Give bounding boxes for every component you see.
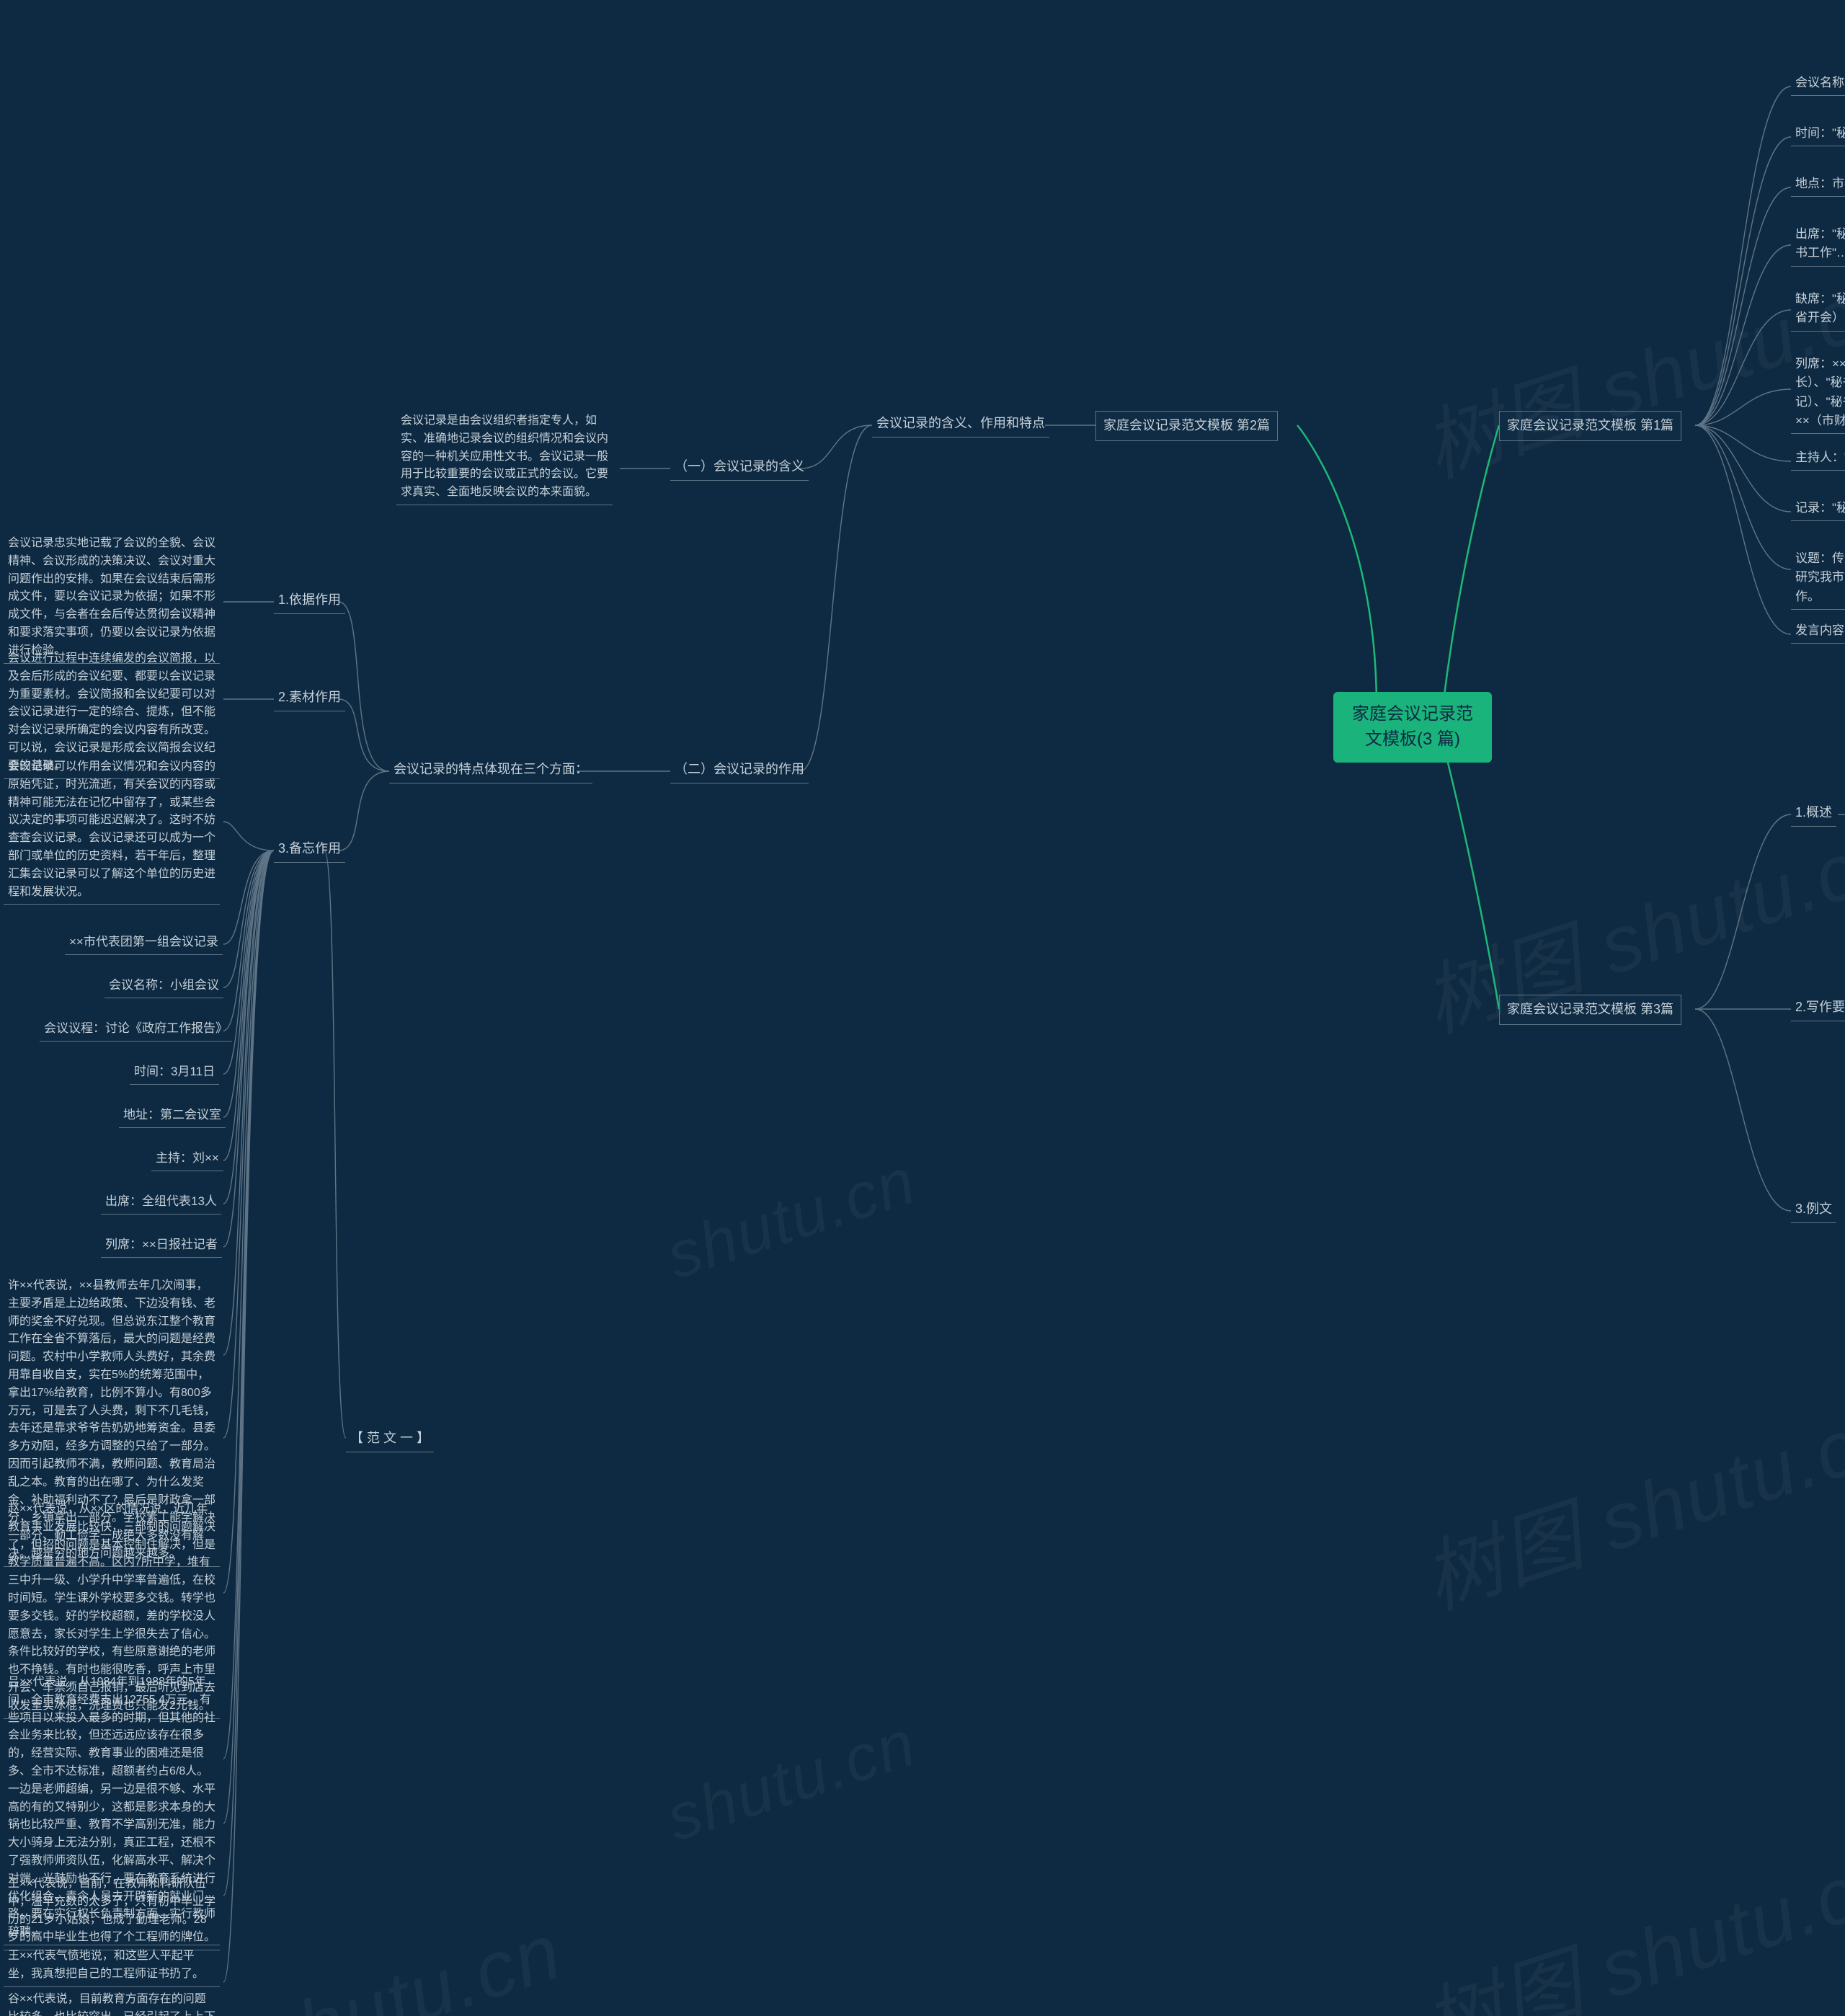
root-node[interactable]: 家庭会议记录范文模板(3 篇) [1333,692,1492,763]
branch-2[interactable]: 家庭会议记录范文模板 第2篇 [1095,411,1278,441]
branch-1[interactable]: 家庭会议记录范文模板 第1篇 [1499,411,1681,441]
b3-n3: 3.例文 [1791,1198,1836,1223]
b3-n2: 2.写作要点： [1791,996,1845,1021]
b1-item: 列席：××（主管教育工作的副市长）、"秘书工作"（教育党工委书记）、"秘书工作"… [1791,353,1845,434]
ex-para: 王××代表气愤地说，和这些人平起平坐，我真想把自己的工程师证书扔了。 [4,1946,220,1987]
b1-item: 地点：市委主楼××会议室 [1791,173,1845,197]
ex-item: 列席：××日报社记者 [101,1234,222,1258]
ex-item: 地址：第二会议室 [119,1104,226,1128]
b1-item: 发言内容、决定事项：（略） [1791,620,1845,644]
b3-n1: 1.概述 [1791,801,1836,827]
b2-topic: 会议记录的含义、作用和特点 [872,412,1049,438]
watermark: 树图 shutu.cn [1407,1815,1845,2016]
b2-r1-text: 会议记录忠实地记载了会议的全貌、会议精神、会议形成的决策决议、会议对重大问题作出… [4,533,220,664]
b1-item: 缺席："秘书工作"（因病）、××（去省开会）…… [1791,288,1845,332]
watermark: 树图 shutu.cn [1407,236,1845,499]
ex-item: 时间：3月11日 [130,1061,219,1085]
b2-r3: 3.备忘作用 [274,838,345,863]
b1-item: 主持人："秘书工作" [1791,447,1845,471]
b1-item: 记录："秘书工作" [1791,497,1845,521]
ex-header: ××市代表团第一组会议记录 [65,931,223,955]
watermark: shutu.cn [658,1144,925,1294]
b2-s2: （二）会议记录的作用 [670,758,809,783]
b2-r1: 1.依据作用 [274,589,345,614]
b2-r2: 2.素材作用 [274,686,345,711]
ex-item: 会议名称：小组会议 [105,974,223,998]
ex-para: 谷××代表说，目前教育方面存在的问题比较多、也比较突出，已经引起了上上下下的高度… [4,1989,220,2016]
ex-item: 主持：刘×× [151,1147,223,1171]
b1-item: 议题：传达省教育工作会议精神，研究我市如何贯彻、改进教育工作。 [1791,548,1845,610]
b2-s1-text: 会议记录是由会议组织者指定专人，如实、准确地记录会议的组织情况和会议内容的一种机… [396,411,613,505]
mindmap-canvas: 树图 shutu.cn 树图 shutu.cn 树图 shutu.cn 树图 s… [0,0,1845,2016]
b2-r3-text: 会议记录可以作用会议情况和会议内容的原始凭证，时光流逝，有关会议的内容或精神可能… [4,757,220,905]
b2-s2-desc: 会议记录的特点体现在三个方面： [389,758,592,783]
ex-para: 王××代表说，目前，在教师和科研队伍中，滥竿充数的太多了，只有初中毕业学历的21… [4,1874,220,1950]
b1-item: 时间："秘书工作"×年×月××日 [1791,123,1845,146]
ex-item: 出席：全组代表13人 [101,1191,221,1215]
ex-item: 会议议程：讨论《政府工作报告》 [40,1018,232,1042]
watermark: shutu.cn [658,1706,925,1856]
b2-s1: （一）会议记录的含义 [670,456,809,481]
b1-item: 会议名称：XX市委常委会议 [1791,72,1845,96]
branch-3[interactable]: 家庭会议记录范文模板 第3篇 [1499,995,1681,1025]
b1-item: 出席："秘书工作"、"秘书工作"、"秘书工作"…… [1791,223,1845,267]
watermark: 树图 shutu.cn [1407,1368,1845,1631]
example-title: 【 范 文 一 】 [346,1427,434,1452]
